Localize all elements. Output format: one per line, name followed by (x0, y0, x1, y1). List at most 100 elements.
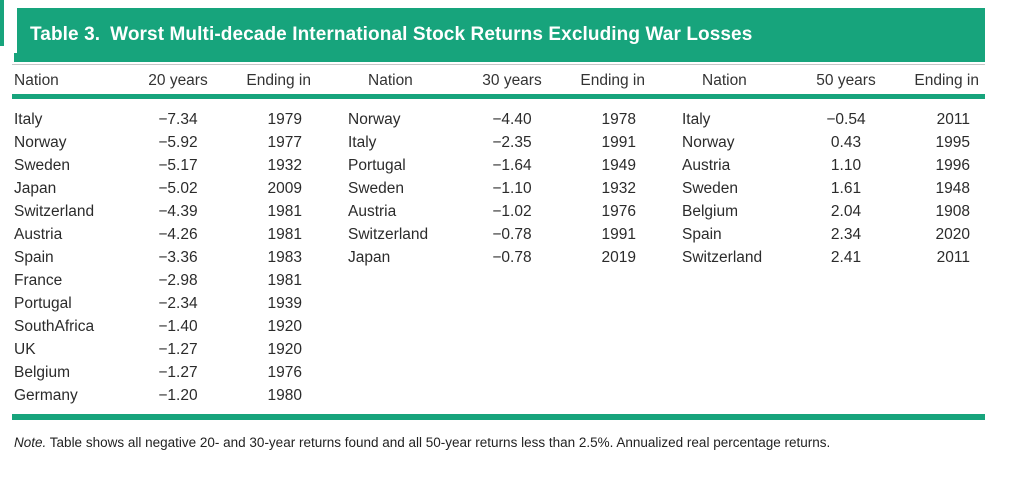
year-cell: 1932 (267, 156, 302, 174)
return-cell: −1.10 (492, 179, 532, 197)
column-header-nation: Nation (14, 72, 59, 89)
year-cell: 1977 (267, 133, 302, 151)
table-note: Note. Table shows all negative 20- and 3… (14, 433, 966, 453)
return-cell: 0.43 (830, 133, 862, 151)
table-row: Portugal −1.64 1949 (348, 154, 645, 177)
table-row: Italy −2.35 1991 (348, 131, 645, 154)
year-cell: 1948 (935, 179, 970, 197)
nation-cell: Sweden (14, 156, 71, 174)
year-cell: 1991 (601, 133, 636, 151)
nation-cell: Austria (348, 202, 397, 220)
column-header-20-years: 20 years (148, 72, 208, 89)
column-header-ending-in: Ending in (246, 72, 311, 89)
table-title-bar: Table 3. Worst Multi-decade Internationa… (17, 8, 985, 62)
year-cell: 1920 (267, 317, 302, 335)
nation-cell: Switzerland (348, 225, 429, 243)
table-bottom-rule (12, 414, 985, 420)
return-cell: −1.02 (492, 202, 532, 220)
year-cell: 1908 (935, 202, 970, 220)
table-row: Japan −5.02 2009 (14, 177, 311, 200)
table-row: Norway −5.92 1977 (14, 131, 311, 154)
nation-cell: Italy (682, 110, 711, 128)
left-edge-strip (0, 0, 4, 46)
decorative-mark (14, 53, 17, 62)
year-cell: 1995 (935, 133, 970, 151)
year-cell: 1920 (267, 340, 302, 358)
table-row: UK −1.27 1920 (14, 338, 311, 361)
nation-cell: Switzerland (14, 202, 95, 220)
table-row: Austria −1.02 1976 (348, 200, 645, 223)
nation-cell: France (14, 271, 63, 289)
year-cell: 1996 (935, 156, 970, 174)
table-header-row: Nation 20 years Ending in Nation 30 year… (12, 64, 985, 99)
year-cell: 1981 (267, 271, 302, 289)
year-cell: 1949 (601, 156, 636, 174)
body-group-30y: Norway −4.40 1978 Italy −2.35 1991 Portugal −1.… (348, 108, 645, 269)
year-cell: 1983 (267, 248, 302, 266)
year-cell: 1981 (267, 202, 302, 220)
table-row: Italy −7.34 1979 (14, 108, 311, 131)
table-row: Austria −4.26 1981 (14, 223, 311, 246)
table-row: Belgium −1.27 1976 (14, 361, 311, 384)
year-cell: 1932 (601, 179, 636, 197)
year-cell: 1980 (267, 386, 302, 404)
nation-cell: Italy (14, 110, 43, 128)
table-row: Spain −3.36 1983 (14, 246, 311, 269)
table-row: France −2.98 1981 (14, 269, 311, 292)
note-label: Note. (14, 435, 47, 450)
column-header-ending-in: Ending in (914, 72, 979, 89)
return-cell: −5.92 (158, 133, 198, 151)
nation-cell: Germany (14, 386, 78, 404)
nation-cell: Italy (348, 133, 377, 151)
table-row: Switzerland −0.78 1991 (348, 223, 645, 246)
nation-cell: Austria (14, 225, 63, 243)
note-text: Table shows all negative 20- and 30-year… (49, 435, 831, 450)
year-cell: 1981 (267, 225, 302, 243)
table-row: Switzerland −4.39 1981 (14, 200, 311, 223)
nation-cell: Belgium (14, 363, 70, 381)
table-row: Japan −0.78 2019 (348, 246, 645, 269)
returns-table: Nation 20 years Ending in Nation 30 year… (12, 64, 985, 453)
table-row: SouthAfrica −1.40 1920 (14, 315, 311, 338)
column-header-30-years: 30 years (482, 72, 542, 89)
return-cell: −4.26 (158, 225, 198, 243)
table-body: Italy −7.34 1979 Norway −5.92 1977 Sweden −5.17… (12, 99, 985, 414)
year-cell: 2009 (267, 179, 302, 197)
return-cell: −5.02 (158, 179, 198, 197)
nation-cell: Spain (682, 225, 722, 243)
return-cell: −1.20 (158, 386, 198, 404)
table-title: Worst Multi-decade International Stock R… (110, 24, 753, 45)
year-cell: 1979 (267, 110, 302, 128)
year-cell: 1991 (601, 225, 636, 243)
header-group-50y: Nation 50 years Ending in (682, 72, 979, 90)
nation-cell: Norway (14, 133, 67, 151)
body-group-50y: Italy −0.54 2011 Norway 0.43 1995 Austria 1.10 1… (682, 108, 979, 269)
year-cell: 1939 (267, 294, 302, 312)
table-row: Germany −1.20 1980 (14, 384, 311, 407)
return-cell: −2.98 (158, 271, 198, 289)
table-row: Italy −0.54 2011 (682, 108, 979, 131)
return-cell: −2.35 (492, 133, 532, 151)
return-cell: −1.27 (158, 363, 198, 381)
nation-cell: Japan (348, 248, 391, 266)
nation-cell: Sweden (682, 179, 739, 197)
nation-cell: Portugal (14, 294, 72, 312)
column-header-nation: Nation (702, 72, 747, 89)
return-cell: 2.04 (830, 202, 862, 220)
nation-cell: SouthAfrica (14, 317, 95, 335)
table-row: Sweden −1.10 1932 (348, 177, 645, 200)
nation-cell: Norway (348, 110, 401, 128)
table-row: Norway −4.40 1978 (348, 108, 645, 131)
return-cell: −7.34 (158, 110, 198, 128)
body-group-20y: Italy −7.34 1979 Norway −5.92 1977 Sweden −5.17… (14, 108, 311, 407)
table-row: Sweden −5.17 1932 (14, 154, 311, 177)
nation-cell: Switzerland (682, 248, 763, 266)
year-cell: 1976 (267, 363, 302, 381)
return-cell: −3.36 (158, 248, 198, 266)
table-row: Spain 2.34 2020 (682, 223, 979, 246)
column-header-ending-in: Ending in (580, 72, 645, 89)
return-cell: −1.27 (158, 340, 198, 358)
return-cell: −0.78 (492, 248, 532, 266)
return-cell: −2.34 (158, 294, 198, 312)
